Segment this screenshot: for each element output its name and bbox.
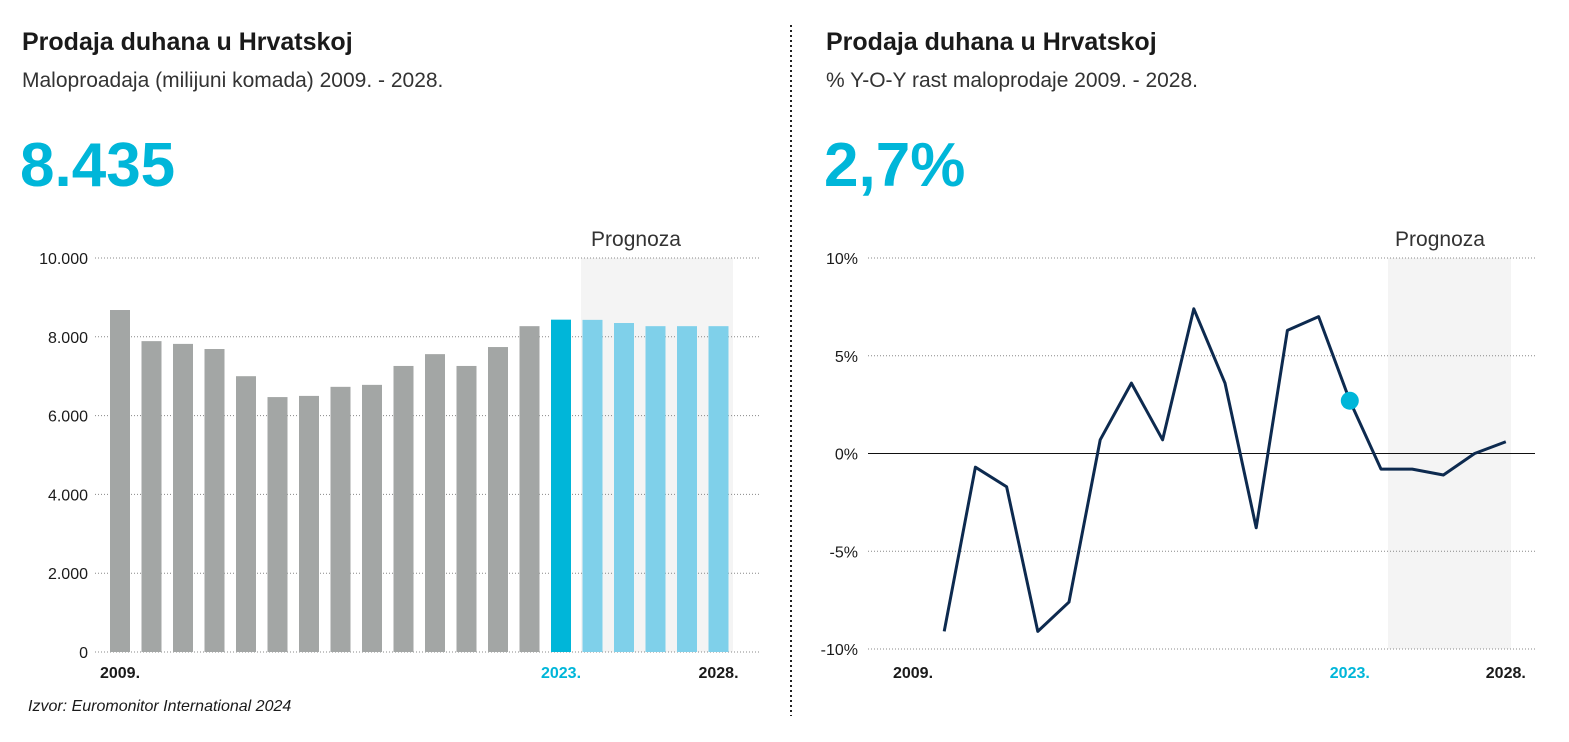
bar bbox=[677, 326, 697, 652]
x-tick-label: 2023. bbox=[541, 665, 581, 682]
bar bbox=[614, 323, 634, 652]
y-tick-label: 5% bbox=[835, 349, 858, 366]
headline: 2,7% bbox=[824, 131, 965, 200]
y-tick-label: 8.000 bbox=[48, 330, 88, 347]
chart-subtitle: % Y-O-Y rast maloprodaje 2009. - 2028. bbox=[826, 69, 1198, 92]
chart-title: Prodaja duhana u Hrvatskoj bbox=[826, 28, 1157, 56]
chart-subtitle: Maloproadaja (milijuni komada) 2009. - 2… bbox=[22, 69, 443, 92]
headline: 8.435 bbox=[20, 131, 175, 200]
bar bbox=[173, 343, 193, 652]
bar bbox=[519, 326, 540, 652]
y-tick-label: 4.000 bbox=[48, 487, 88, 504]
source: Izvor: Euromonitor International 2024 bbox=[28, 698, 291, 715]
x-tick-label: 2028. bbox=[698, 665, 738, 682]
x-tick-label: 2009. bbox=[893, 665, 933, 682]
line bbox=[942, 307, 1507, 633]
y-tick-label: -10% bbox=[821, 642, 858, 659]
bar bbox=[425, 354, 445, 652]
bar bbox=[236, 376, 256, 652]
x-tick-label: 2028. bbox=[1486, 665, 1526, 682]
bar bbox=[708, 326, 729, 652]
y-tick-label: -5% bbox=[830, 544, 858, 561]
bar bbox=[551, 319, 571, 652]
bar bbox=[488, 347, 508, 652]
y-tick-label: 10.000 bbox=[39, 251, 88, 268]
bar bbox=[141, 341, 162, 652]
bar bbox=[456, 365, 477, 652]
highlight-dot bbox=[1340, 391, 1359, 410]
bar bbox=[393, 365, 414, 652]
bar bbox=[582, 319, 603, 652]
forecast-label: Prognoza bbox=[1395, 228, 1485, 251]
bar bbox=[299, 395, 319, 652]
bar bbox=[362, 384, 382, 652]
y-tick-label: 10% bbox=[826, 251, 858, 268]
bar bbox=[267, 397, 288, 652]
forecast-label: Prognoza bbox=[591, 228, 681, 251]
bar bbox=[204, 349, 225, 652]
y-tick-label: 6.000 bbox=[48, 409, 88, 426]
x-tick-label: 2023. bbox=[1330, 665, 1370, 682]
bar bbox=[645, 326, 666, 652]
x-tick-label: 2009. bbox=[100, 665, 140, 682]
bar bbox=[330, 386, 351, 652]
bar bbox=[110, 310, 130, 652]
y-tick-label: 2.000 bbox=[48, 566, 88, 583]
y-tick-label: 0 bbox=[79, 645, 88, 662]
chart-title: Prodaja duhana u Hrvatskoj bbox=[22, 28, 353, 56]
y-tick-label: 0% bbox=[835, 447, 858, 464]
